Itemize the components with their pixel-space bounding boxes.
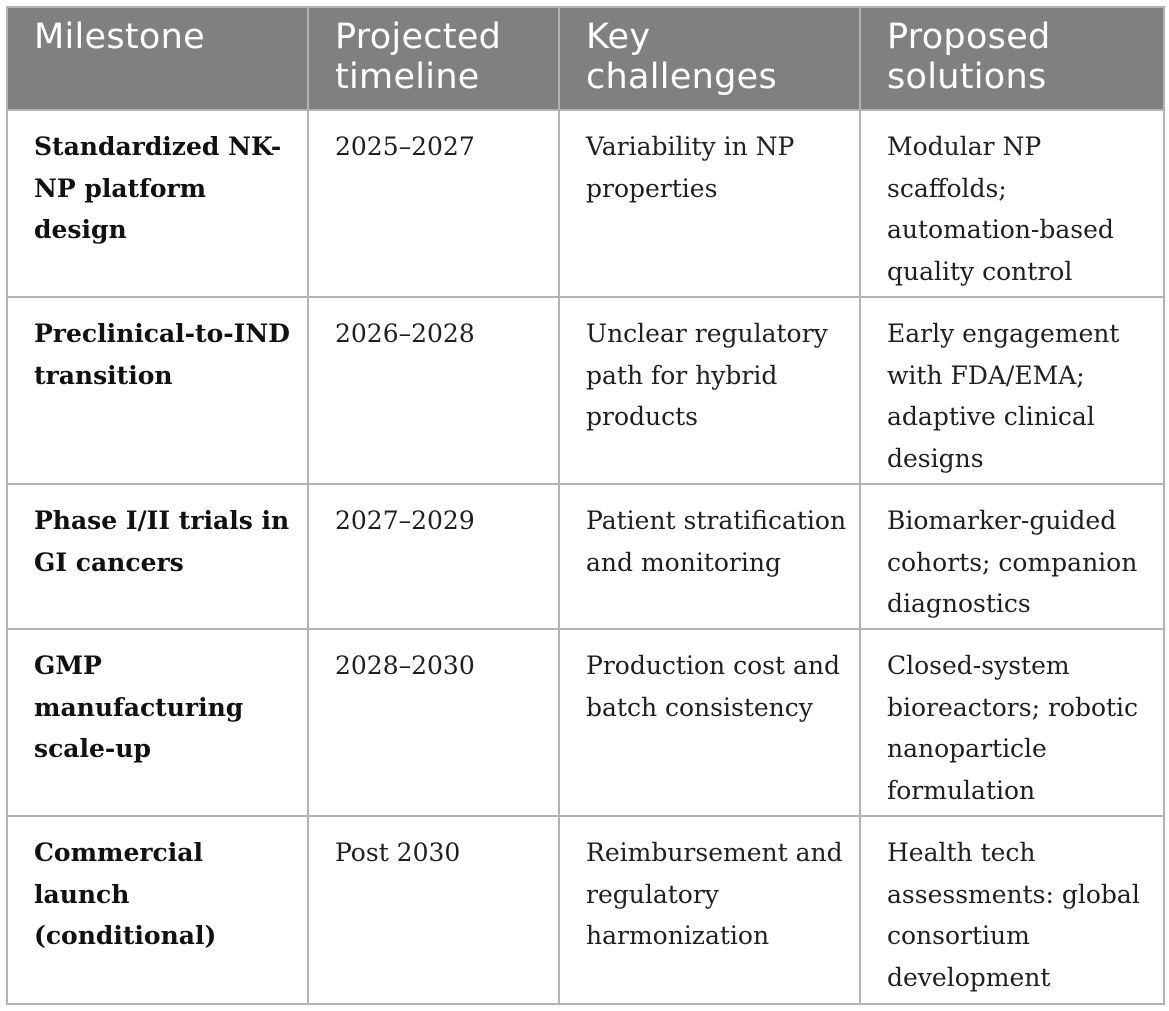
table-row: GMP manufacturing scale-up 2028–2030 Pro…: [6, 628, 1165, 817]
solutions-cell: Early engagement with FDA/EMA; adaptive …: [859, 296, 1165, 485]
header-projected-timeline: Projected timeline: [307, 6, 560, 111]
table-row: Standardized NK-NP platform design 2025–…: [6, 109, 1165, 298]
table-row: Preclinical-to-IND transition 2026–2028 …: [6, 296, 1165, 485]
timeline-cell: 2027–2029: [307, 483, 560, 630]
challenges-cell: Unclear regulatory path for hybrid produ…: [558, 296, 861, 485]
milestones-table: Milestone Projected timeline Key challen…: [6, 6, 1165, 1005]
table-body: Standardized NK-NP platform design 2025–…: [6, 109, 1165, 1005]
solutions-cell: Biomarker-guided cohorts; companion diag…: [859, 483, 1165, 630]
header-row: Milestone Projected timeline Key challen…: [6, 6, 1165, 111]
milestone-cell: Commercial launch (conditional): [6, 815, 309, 1005]
challenges-cell: Variability in NP properties: [558, 109, 861, 298]
challenges-cell: Reimbursement and regulatory harmonizati…: [558, 815, 861, 1005]
milestone-cell: Preclinical-to-IND transition: [6, 296, 309, 485]
challenges-cell: Production cost and batch consistency: [558, 628, 861, 817]
table-row: Commercial launch (conditional) Post 203…: [6, 815, 1165, 1005]
table-header: Milestone Projected timeline Key challen…: [6, 6, 1165, 111]
table-row: Phase I/II trials in GI cancers 2027–202…: [6, 483, 1165, 630]
solutions-cell: Closed-system bioreactors; robotic nanop…: [859, 628, 1165, 817]
challenges-cell: Patient stratification and monitoring: [558, 483, 861, 630]
milestone-cell: GMP manufacturing scale-up: [6, 628, 309, 817]
solutions-cell: Health tech assessments: global consorti…: [859, 815, 1165, 1005]
timeline-cell: 2025–2027: [307, 109, 560, 298]
timeline-cell: 2028–2030: [307, 628, 560, 817]
header-key-challenges: Key challenges: [558, 6, 861, 111]
solutions-cell: Modular NP scaffolds; automation-based q…: [859, 109, 1165, 298]
timeline-cell: 2026–2028: [307, 296, 560, 485]
milestone-cell: Phase I/II trials in GI cancers: [6, 483, 309, 630]
header-proposed-solutions: Proposed solutions: [859, 6, 1165, 111]
timeline-cell: Post 2030: [307, 815, 560, 1005]
milestone-cell: Standardized NK-NP platform design: [6, 109, 309, 298]
header-milestone: Milestone: [6, 6, 309, 111]
